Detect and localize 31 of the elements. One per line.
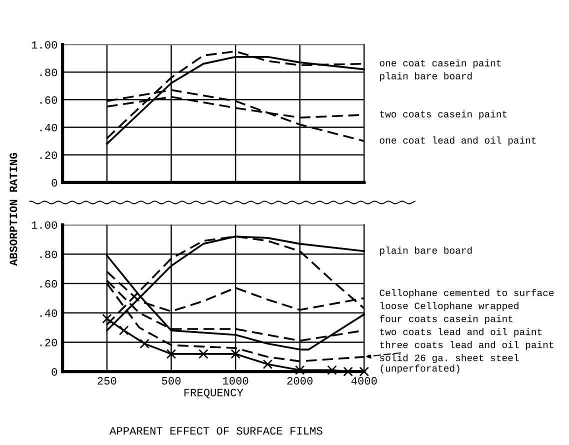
- y-tick-label: 1.00: [32, 41, 58, 49]
- y-tick-label: 0: [52, 179, 58, 187]
- series-label: plain bare board: [380, 72, 472, 82]
- x-tick-label: 250: [98, 377, 116, 385]
- y-tick-label: .20: [40, 338, 58, 346]
- legend-label: solid 26 ga. sheet steel (unperforated): [380, 354, 519, 374]
- series-label: four coats casein paint: [380, 315, 512, 324]
- y-tick-label: 1.00: [32, 221, 58, 229]
- series-label: two coats lead and oil paint: [380, 328, 542, 338]
- y-tick-label: .80: [40, 68, 58, 76]
- y-tick-label: .80: [40, 250, 58, 258]
- x-tick-label: 2000: [287, 377, 313, 385]
- y-tick-label: .40: [40, 309, 58, 317]
- x-tick-label: 4000: [351, 377, 377, 385]
- series-label: plain bare board: [380, 246, 472, 256]
- x-tick-label: 1000: [223, 377, 248, 385]
- y-tick-label: .20: [40, 151, 58, 159]
- y-tick-label: .60: [40, 280, 58, 288]
- y-tick-label: .40: [40, 124, 58, 132]
- series-label: Cellophane cemented to surface: [380, 289, 554, 298]
- series-label: one coat lead and oil paint: [380, 136, 536, 146]
- text: APPARENT EFFECT OF SURFACE FILMS: [110, 427, 322, 435]
- x-axis-title: FREQUENCY: [184, 388, 244, 398]
- series-label: loose Cellophane wrapped: [380, 302, 518, 312]
- series-label: three coats lead and oil paint: [380, 341, 554, 350]
- y-axis-title: ABSORPTION RATING: [10, 153, 18, 266]
- series-label: two coats casein paint: [380, 110, 507, 120]
- y-tick-label: .60: [40, 96, 58, 104]
- x-tick-label: 500: [162, 377, 181, 385]
- y-tick-label: 0: [52, 368, 58, 376]
- series-label: one coat casein paint: [380, 59, 501, 68]
